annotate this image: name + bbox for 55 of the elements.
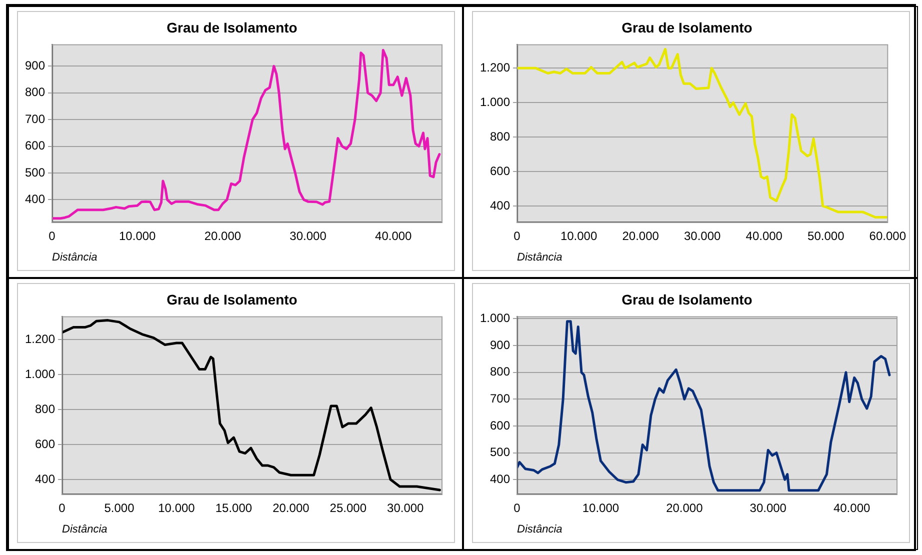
y-tick-label: 600 xyxy=(490,418,510,432)
y-tick-label: 500 xyxy=(24,165,46,180)
x-tick-label: 30.000 xyxy=(684,228,722,243)
y-tick-label: 700 xyxy=(24,112,46,126)
y-tick-label: 400 xyxy=(490,198,510,212)
x-tick-label: 10.000 xyxy=(119,228,156,243)
x-tick-label: 0 xyxy=(514,228,521,243)
y-tick-label: 800 xyxy=(35,402,56,416)
x-tick-label: 40.000 xyxy=(375,228,412,243)
x-tick-label: 0 xyxy=(514,500,521,515)
x-tick-label: 40.000 xyxy=(833,500,870,515)
y-tick-label: 900 xyxy=(490,338,510,352)
x-tick-label: 15.000 xyxy=(215,500,252,515)
y-tick-label: 400 xyxy=(24,192,46,206)
x-tick-label: 30.000 xyxy=(750,500,787,515)
x-tick-label: 30.000 xyxy=(387,500,424,515)
y-tick-label: 600 xyxy=(490,164,510,178)
y-tick-label: 1.200 xyxy=(25,332,56,346)
x-tick-label: 20.000 xyxy=(272,500,310,515)
x-tick-label: 10.000 xyxy=(560,228,598,243)
x-tick-label: 10.000 xyxy=(158,500,196,515)
y-tick-label: 700 xyxy=(490,391,510,406)
y-tick-label: 500 xyxy=(490,445,510,460)
x-axis-title: Distância xyxy=(517,523,562,536)
y-tick-label: 1.000 xyxy=(480,94,510,109)
x-tick-label: 20.000 xyxy=(204,228,242,243)
x-tick-label: 50.000 xyxy=(808,228,845,243)
y-tick-label: 800 xyxy=(24,85,46,100)
y-tick-label: 400 xyxy=(490,472,510,486)
chart-title: Grau de Isolamento xyxy=(166,291,298,308)
chart-title: Grau de Isolamento xyxy=(622,19,752,36)
y-tick-label: 600 xyxy=(35,436,56,451)
x-tick-label: 60.000 xyxy=(869,228,906,243)
chart-title: Grau de Isolamento xyxy=(166,19,298,36)
y-tick-label: 400 xyxy=(35,472,56,486)
y-tick-label: 1.000 xyxy=(25,366,56,381)
y-tick-label: 1.000 xyxy=(480,310,510,325)
y-tick-label: 800 xyxy=(490,364,510,379)
x-tick-label: 20.000 xyxy=(666,500,704,515)
x-tick-label: 5.000 xyxy=(104,500,135,515)
x-tick-label: 10.000 xyxy=(582,500,620,515)
chart-title: Grau de Isolamento xyxy=(622,291,752,308)
x-tick-label: 20.000 xyxy=(622,228,660,243)
x-axis-title: Distância xyxy=(52,251,98,264)
y-tick-label: 900 xyxy=(24,58,46,72)
x-tick-label: 25.000 xyxy=(330,500,367,515)
x-tick-label: 0 xyxy=(48,228,56,243)
x-axis-title: Distância xyxy=(62,523,108,536)
y-tick-label: 600 xyxy=(24,138,46,153)
x-axis-title: Distância xyxy=(517,251,562,264)
y-tick-label: 800 xyxy=(490,129,510,144)
x-tick-label: 30.000 xyxy=(290,228,327,243)
x-tick-label: 0 xyxy=(58,500,66,515)
y-tick-label: 1.200 xyxy=(480,60,510,74)
x-tick-label: 40.000 xyxy=(746,228,783,243)
